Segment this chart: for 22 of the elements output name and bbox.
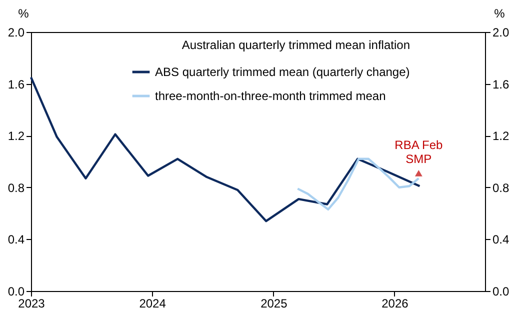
legend-label: ABS quarterly trimmed mean (quarterly change) <box>155 65 410 79</box>
x-tick-label: 2023 <box>18 296 46 310</box>
y-axis-title: % <box>18 6 30 20</box>
legend-title: Australian quarterly trimmed mean inflation <box>182 38 410 52</box>
y2-tick-label: 0.4 <box>492 232 510 247</box>
x-tick-label: 2026 <box>382 296 409 310</box>
y-tick-label: 0.0 <box>8 284 25 298</box>
x-tick-label: 2024 <box>139 296 166 310</box>
series-label: RBA Feb SMP <box>394 138 444 166</box>
y2-tick-label: 0.0 <box>492 284 510 298</box>
y-tick-label: 1.2 <box>8 129 25 144</box>
legend-label: three-month-on-three-month trimmed mean <box>155 89 386 103</box>
y-tick-label: 0.4 <box>8 232 25 247</box>
y2-tick-label: 2.0 <box>492 26 510 40</box>
y-tick-label: 2.0 <box>8 26 25 40</box>
y2-tick-label: 0.8 <box>492 180 510 195</box>
y2-tick-label: 1.6 <box>492 77 510 92</box>
y-tick-label: 0.8 <box>8 180 25 195</box>
y2-tick-label: 1.2 <box>492 129 510 144</box>
x-tick-label: 2025 <box>260 296 288 310</box>
y2-axis-title: % <box>494 6 506 20</box>
y-tick-label: 1.6 <box>8 77 25 92</box>
